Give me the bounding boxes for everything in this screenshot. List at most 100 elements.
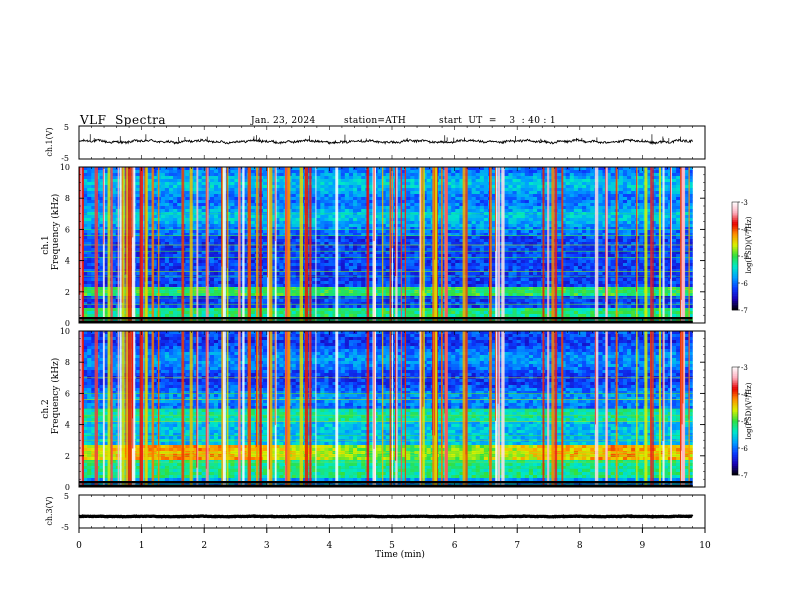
spectrogram-cell [177, 248, 182, 252]
spectrogram-cell [316, 221, 321, 225]
spectrogram-cell [230, 200, 235, 204]
spectrogram-cell [639, 179, 644, 183]
spectrogram-cell [168, 170, 174, 174]
spectrogram-cell [406, 197, 411, 201]
spectrogram-cell [475, 173, 481, 177]
spectrogram-cell [471, 206, 477, 210]
spectrogram-cell [160, 233, 166, 237]
spectrogram-cell [651, 182, 656, 186]
spectrogram-cell [672, 221, 677, 225]
spectrogram-cell [602, 170, 607, 174]
spectrogram-cell [618, 170, 624, 174]
spectrogram-cell [406, 167, 411, 171]
spectrogram-cell [193, 197, 198, 201]
spectrogram-cell [377, 191, 382, 195]
spectrogram-cell [83, 251, 88, 255]
spectrogram-cell [271, 230, 276, 234]
spectrogram-cell [316, 188, 321, 192]
spectrogram-cell [279, 230, 284, 234]
spectrogram-cell [573, 245, 579, 249]
spectrogram-cell [336, 182, 342, 186]
spectrogram-cell [537, 248, 542, 252]
spectrogram-cell [320, 254, 325, 258]
spectrogram-cell [324, 221, 329, 225]
spectrogram-cell [639, 260, 644, 264]
spectrogram-cell [332, 239, 337, 243]
spectrogram-cell [340, 182, 346, 186]
spectrogram-cell [91, 179, 96, 183]
spectrogram-cell [451, 173, 456, 177]
spectrogram-cell [218, 173, 223, 177]
spectrogram-cell [213, 257, 219, 261]
spectrogram-cell [103, 245, 108, 249]
spectrogram-cell [676, 233, 681, 237]
spectrogram-cell [590, 233, 595, 237]
spectrogram-cell [622, 221, 628, 225]
spectrogram-cell [524, 227, 530, 231]
spectrogram-cell [361, 194, 366, 198]
spectrogram-cell [381, 191, 387, 195]
spectrogram-cell [275, 194, 280, 198]
spectrogram-cell [381, 182, 387, 186]
spectrogram-cell [381, 173, 387, 177]
spectrogram-cell [532, 221, 538, 225]
spectrogram-cell [361, 233, 366, 237]
spectrogram-cell [622, 179, 628, 183]
spectrogram-cell [234, 230, 239, 234]
spectrogram-cell [213, 242, 219, 246]
spectrogram-cell [168, 200, 174, 204]
spectrogram-cell [136, 233, 141, 237]
spectrogram-cell [344, 218, 350, 222]
spectrogram-cell [226, 167, 231, 171]
spectrogram-cell [271, 170, 276, 174]
spectrogram-cell [651, 242, 656, 246]
spectrogram-cell [516, 215, 522, 219]
spectrogram-cell [561, 191, 566, 195]
spectrogram-cell [83, 197, 88, 201]
spectrogram-cell [332, 251, 337, 255]
spectrogram-cell [582, 257, 587, 261]
spectrogram-cell [459, 221, 464, 225]
spectrogram-cell [177, 245, 182, 249]
spectrogram-cell [185, 218, 190, 222]
spectrogram-cell [561, 173, 566, 177]
spectrogram-cell [598, 209, 603, 213]
spectrogram-cell [573, 203, 579, 207]
spectrogram-cell [512, 185, 517, 189]
spectrogram-cell [651, 239, 656, 243]
spectrogram-cell [410, 221, 415, 225]
spectrogram-cell [561, 224, 566, 228]
spectrogram-cell [582, 176, 587, 180]
spectrogram-cell [340, 236, 346, 240]
spectrogram-cell [676, 179, 681, 183]
spectrogram-cell [320, 182, 325, 186]
spectrogram-cell [336, 260, 342, 264]
spectrogram-cell [618, 191, 624, 195]
spectrogram-cell [328, 203, 333, 207]
spectrogram-cell [263, 182, 268, 186]
spectrogram-cell [516, 206, 522, 210]
spectrogram-cell [83, 236, 88, 240]
spectrogram-cell [414, 257, 419, 261]
spectrogram-cell [291, 230, 297, 234]
spectrogram-cell [672, 233, 677, 237]
spectrogram-cell [173, 239, 178, 243]
spectrogram-cell [152, 203, 158, 207]
spectrogram-cell [676, 224, 681, 228]
spectrogram-cell [369, 173, 374, 177]
spectrogram-cell [193, 263, 198, 267]
spectrogram-cell [263, 173, 268, 177]
spectrogram-cell [667, 203, 673, 207]
spectrogram-cell [193, 239, 198, 243]
spectrogram-cell [275, 233, 280, 237]
spectrogram-cell [569, 200, 575, 204]
spectrogram-cell [532, 227, 538, 231]
spectrogram-cell [328, 182, 333, 186]
spectrogram-cell [152, 233, 158, 237]
spectrogram-cell [234, 191, 239, 195]
spectrogram-cell [537, 224, 542, 228]
spectrogram-cell [361, 191, 366, 195]
spectrogram-cell [504, 176, 509, 180]
spectrogram-cell [197, 221, 202, 225]
spectrogram-cell [83, 239, 88, 243]
